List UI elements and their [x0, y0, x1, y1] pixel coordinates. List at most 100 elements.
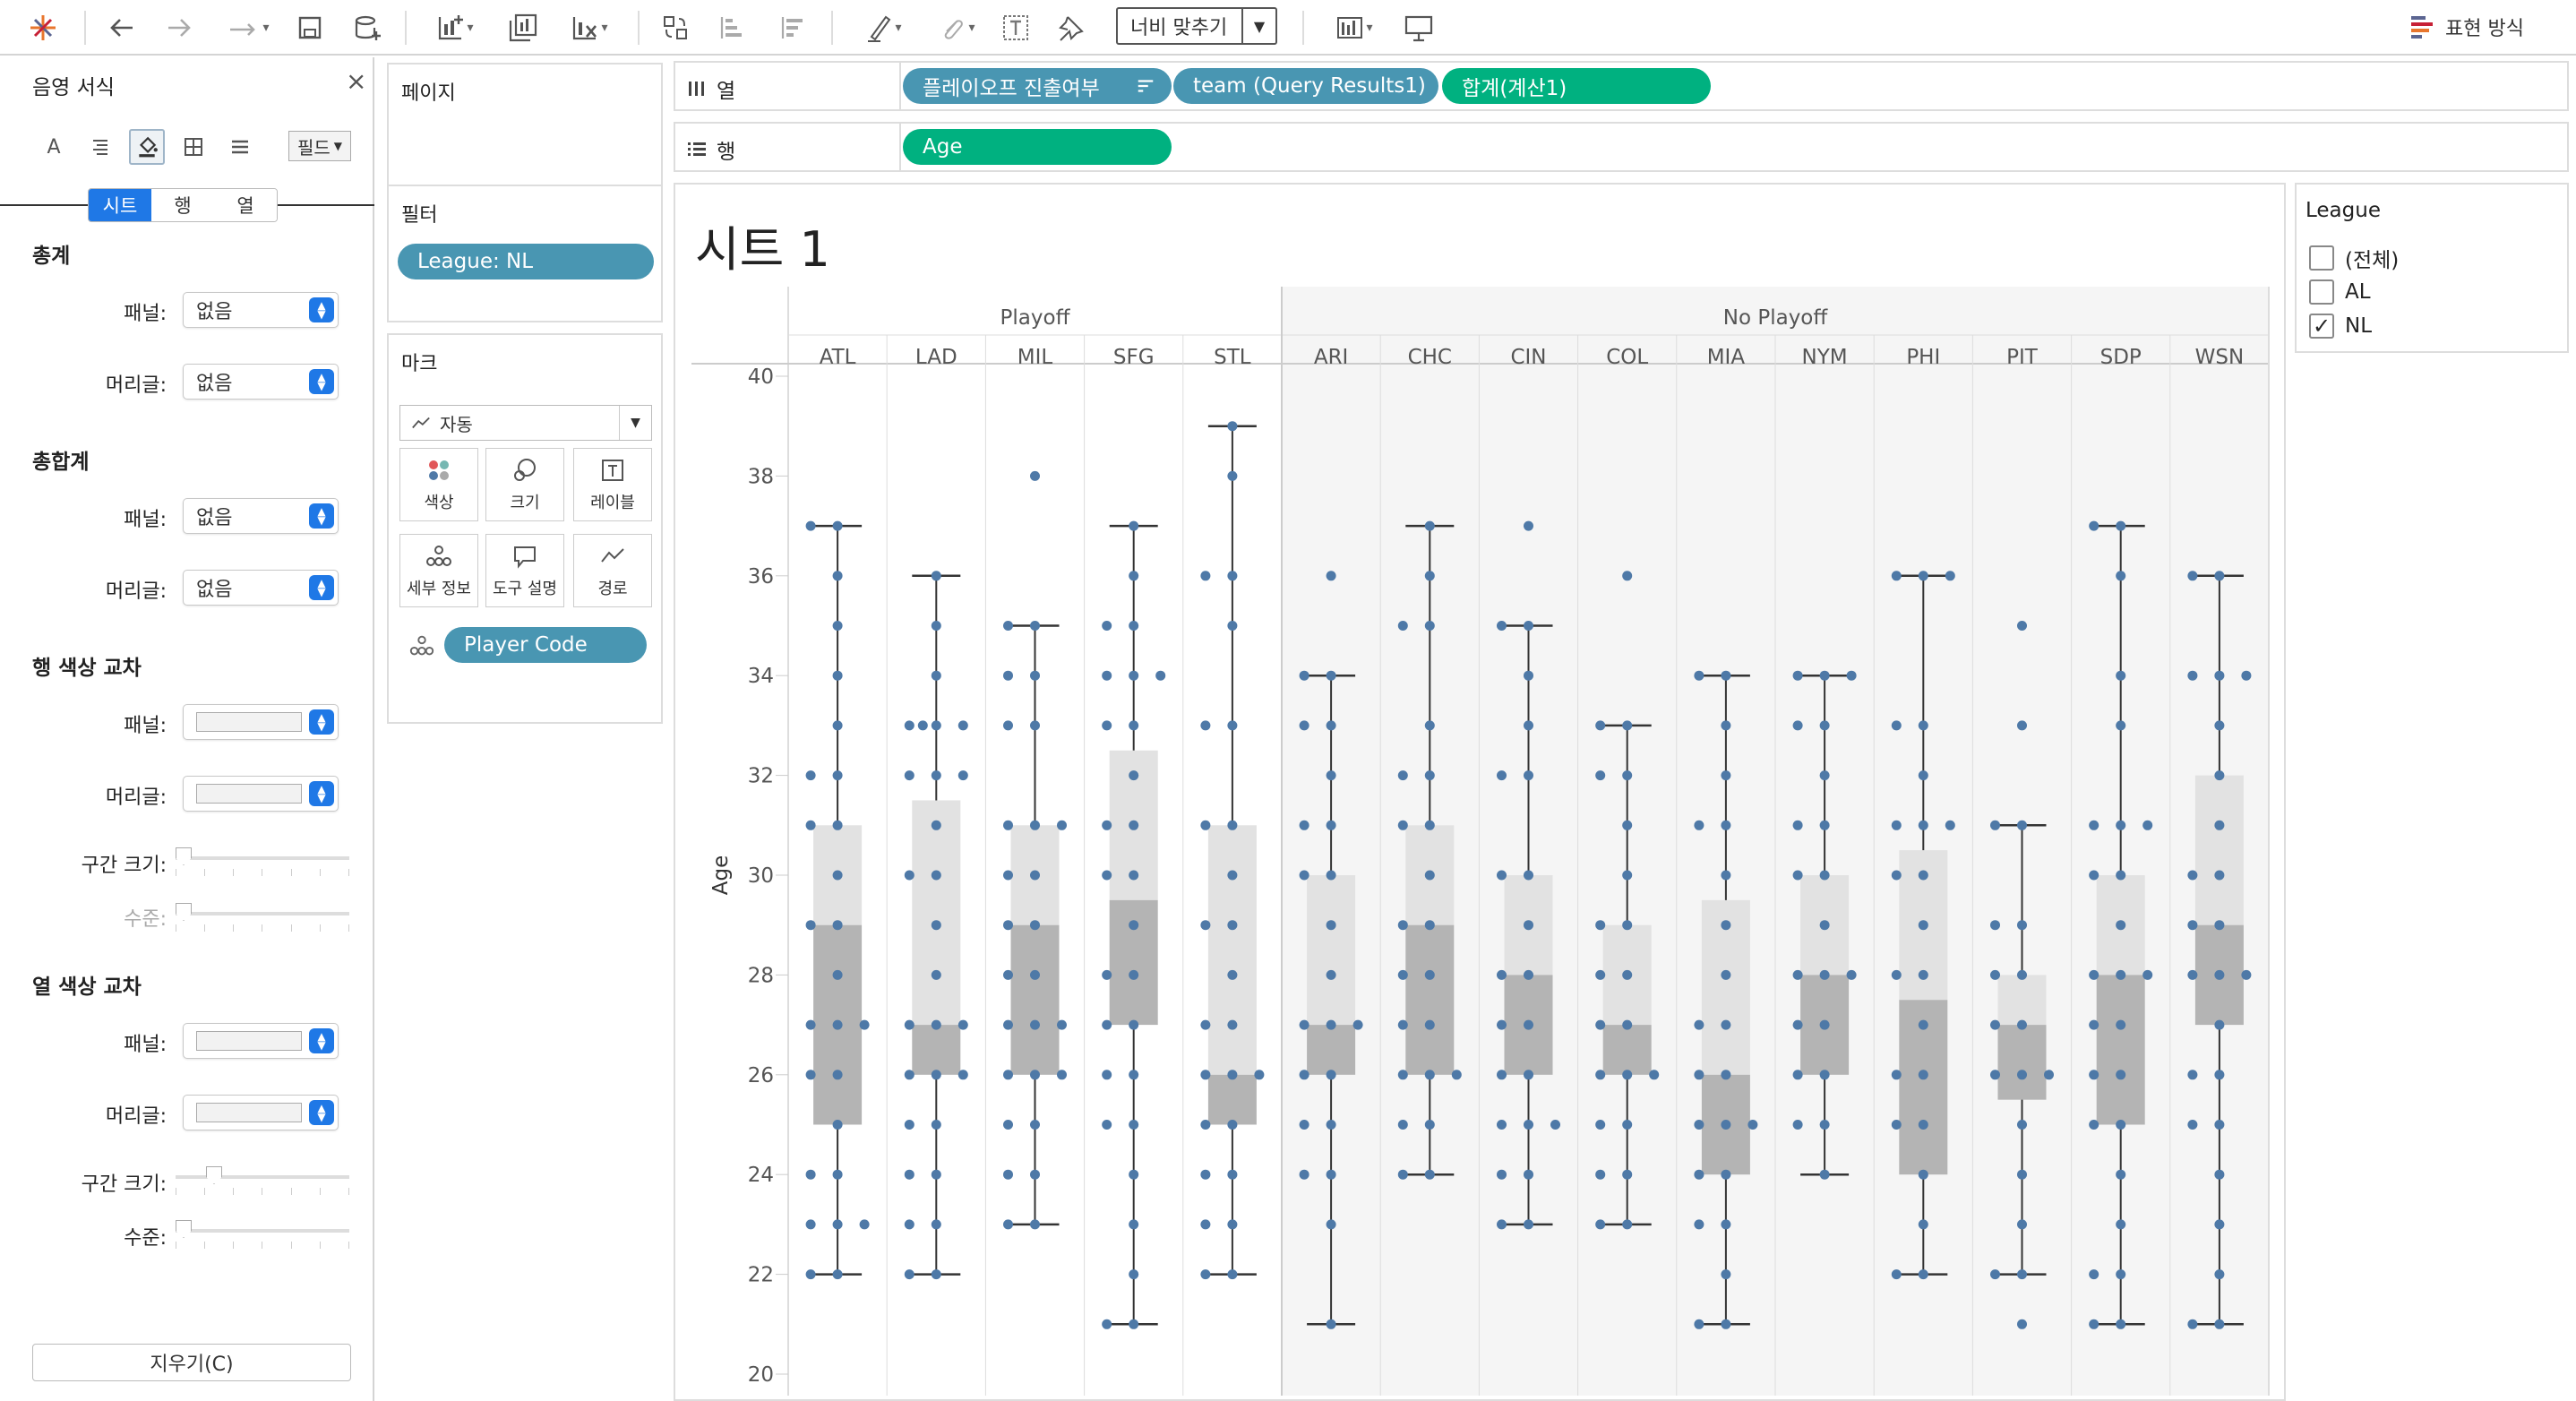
data-point [2116, 920, 2126, 931]
rows-shelf[interactable]: 행 Age [674, 122, 2569, 172]
data-point [1918, 1019, 1928, 1030]
filters-card[interactable]: 필터 League: NL [387, 185, 663, 322]
rows-label-text: 행 [717, 141, 736, 164]
highlight-icon[interactable]: ▾ [853, 9, 912, 47]
league-option-al[interactable]: AL [2309, 278, 2371, 306]
font-icon[interactable]: A [47, 135, 61, 159]
path-icon [601, 548, 624, 563]
columns-shelf-label: 열 [686, 73, 735, 104]
data-point [2089, 1120, 2099, 1130]
row-pill-age[interactable]: Age [903, 129, 1172, 165]
row-banding-pane-color[interactable]: ▲ ▼ [183, 704, 339, 740]
row-banding-size-slider[interactable] [176, 847, 349, 876]
presentation-mode-icon[interactable] [1401, 9, 1437, 47]
col-banding-size-slider[interactable] [176, 1166, 349, 1195]
data-point [1299, 1070, 1309, 1080]
data-point [859, 1019, 870, 1030]
path-mark-button[interactable]: 경로 [573, 534, 652, 607]
data-point [2116, 520, 2126, 531]
col-banding-pane-color[interactable]: ▲ ▼ [183, 1023, 339, 1059]
grand-totals-pane-select[interactable]: 없음 ▲ ▼ [183, 498, 339, 534]
data-point [2116, 571, 2126, 581]
borders-icon[interactable] [176, 129, 211, 165]
fields-dropdown[interactable]: 필드 ▼ [288, 131, 351, 161]
tab-columns[interactable]: 열 [214, 189, 277, 221]
box-upper-stl [1207, 825, 1257, 1075]
column-pill-team[interactable]: team (Query Results1) [1173, 68, 1438, 104]
totals-header-label: 머리글: [105, 374, 167, 397]
alignment-icon[interactable] [82, 129, 118, 165]
label-mark-button[interactable]: 레이블 [573, 448, 652, 521]
new-worksheet-icon[interactable]: ▾ [423, 9, 485, 47]
row-banding-header-color[interactable]: ▲ ▼ [183, 776, 339, 812]
lines-icon[interactable] [222, 129, 258, 165]
detail-icon [409, 635, 434, 656]
pages-card[interactable]: 페이지 [387, 63, 663, 188]
slider-knob[interactable] [176, 1220, 192, 1238]
tableau-logo-icon[interactable] [25, 9, 61, 47]
shading-icon[interactable] [129, 129, 165, 165]
data-point [1424, 1019, 1435, 1030]
data-point [1891, 1120, 1902, 1130]
box-upper-lad [912, 800, 961, 1026]
swap-rows-columns-icon[interactable] [657, 9, 693, 47]
row-banding-level-slider[interactable] [176, 903, 349, 932]
color-mark-button[interactable]: 색상 [399, 448, 478, 521]
totals-header-select[interactable]: 없음 ▲ ▼ [183, 364, 339, 400]
league-option-all[interactable]: (전체) [2309, 244, 2399, 272]
replace-data-icon[interactable]: ▾ [215, 9, 278, 47]
fit-width-dropdown[interactable]: 너비 맞추기 ▼ [1116, 7, 1277, 45]
detail-mark-button[interactable]: 세부 정보 [399, 534, 478, 607]
league-option-nl[interactable]: ✓ NL [2309, 312, 2372, 340]
tab-sheet[interactable]: 시트 [89, 189, 151, 221]
col-banding-header-color[interactable]: ▲ ▼ [183, 1095, 339, 1130]
data-point [1721, 920, 1731, 931]
tooltip-mark-button[interactable]: 도구 설명 [485, 534, 564, 607]
save-icon[interactable] [292, 9, 328, 47]
columns-shelf[interactable]: 열 플레이오프 진출여부 team (Query Results1) 합계(계산… [674, 61, 2569, 111]
slider-knob[interactable] [206, 1166, 222, 1184]
grand-totals-header-select[interactable]: 없음 ▲ ▼ [183, 570, 339, 606]
data-point [2241, 670, 2252, 681]
marks-card: 마크 자동 ▼ 색상 크기 레이블 세부 정보 도구 설명 경로 Player … [387, 333, 663, 724]
show-mark-labels-icon[interactable] [998, 9, 1034, 47]
slider-knob[interactable] [176, 847, 192, 865]
filter-pill-league[interactable]: League: NL [398, 244, 654, 279]
data-point [832, 820, 843, 830]
group-members-icon[interactable]: ▾ [926, 9, 985, 47]
mark-type-dropdown[interactable]: 자동 ▼ [399, 405, 652, 441]
tooltip-mark-label: 도구 설명 [493, 580, 557, 598]
undo-icon[interactable] [104, 9, 140, 47]
duplicate-sheet-icon[interactable] [505, 9, 541, 47]
clear-button[interactable]: 지우기(C) [32, 1344, 351, 1381]
data-point [931, 720, 941, 731]
detail-pill-player-code[interactable]: Player Code [444, 627, 647, 663]
mark-type-label: 자동 [440, 413, 473, 435]
slider-knob[interactable] [176, 903, 192, 921]
new-datasource-icon[interactable] [349, 9, 385, 47]
pin-icon[interactable] [1053, 9, 1089, 47]
checkbox-checked[interactable]: ✓ [2309, 314, 2334, 339]
totals-pane-select[interactable]: 없음 ▲ ▼ [183, 292, 339, 328]
checkbox[interactable] [2309, 279, 2334, 305]
data-point [931, 1169, 941, 1180]
tab-rows[interactable]: 행 [151, 189, 214, 221]
checkbox[interactable] [2309, 245, 2334, 271]
size-mark-button[interactable]: 크기 [485, 448, 564, 521]
data-point [2017, 1219, 2027, 1230]
team-header-label: PHI [1906, 346, 1940, 369]
show-me-button[interactable]: 표현 방식 [2409, 9, 2524, 45]
sort-descending-icon[interactable] [774, 9, 810, 47]
data-point [832, 770, 843, 781]
sort-icon [1138, 80, 1154, 92]
sort-ascending-icon[interactable] [713, 9, 749, 47]
data-point [1129, 670, 1139, 681]
show-cards-icon[interactable]: ▾ [1322, 9, 1385, 47]
column-pill-sum-calc[interactable]: 합계(계산1) [1442, 68, 1711, 104]
data-point [2187, 1070, 2198, 1080]
close-icon[interactable]: × [346, 66, 367, 96]
redo-icon[interactable] [161, 9, 197, 47]
column-pill-playoff[interactable]: 플레이오프 진출여부 [903, 68, 1172, 104]
clear-sheet-icon[interactable]: ▾ [557, 9, 620, 47]
col-banding-level-slider[interactable] [176, 1220, 349, 1249]
